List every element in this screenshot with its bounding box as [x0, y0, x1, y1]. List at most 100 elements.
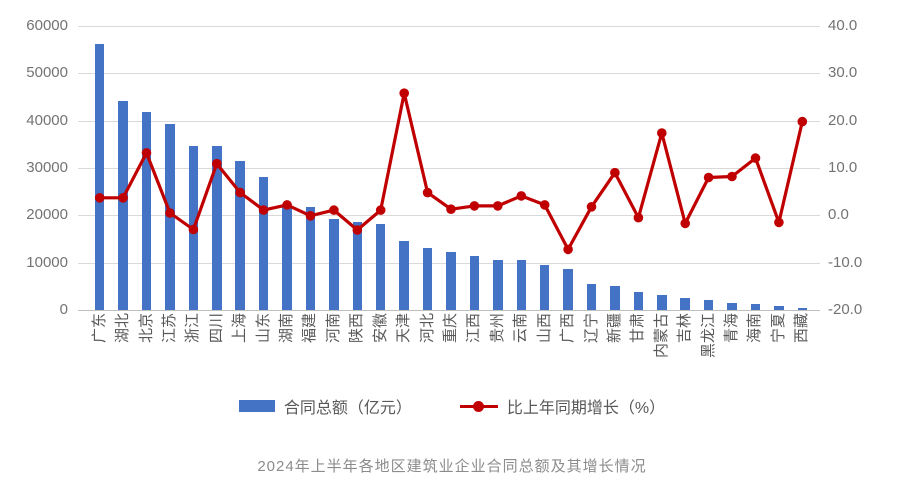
y-axis-left-tick: 30000 — [26, 159, 68, 176]
line-point: 陕西: -3.1 — [352, 225, 363, 235]
x-axis-label: 云南 — [512, 313, 530, 344]
line-point: 宁夏: -1.5 — [774, 217, 784, 228]
line-point: 青海: 8.2 — [727, 171, 737, 182]
line-point: 山东: 1.1 — [258, 205, 269, 215]
x-axis-label-cell: 浙江 — [182, 313, 205, 391]
x-axis-label: 内蒙古 — [652, 313, 670, 359]
line-point: 湖南: 2.2 — [282, 200, 292, 210]
legend-item-line: 比上年同期增长（%） — [459, 394, 665, 418]
x-axis-label-cell: 贵州 — [486, 313, 509, 391]
x-axis-label-cell: 福建 — [299, 313, 322, 391]
bar — [563, 268, 573, 310]
legend-label-bar: 合同总额（亿元） — [283, 400, 412, 417]
line-marker-icon — [459, 400, 498, 412]
line-point: 重庆: 1.3 — [446, 204, 456, 214]
y-axis-left-tick: 60000 — [26, 17, 68, 34]
x-axis-label-cell: 海南 — [744, 313, 767, 391]
x-axis-label-cell: 湖北 — [111, 313, 134, 391]
line-point: 浙江: -3 — [188, 224, 199, 235]
line-point: 广东: 3.7 — [94, 193, 105, 203]
x-axis-label-cell: 陕西 — [346, 313, 369, 391]
line-point: 四川: 10.9 — [212, 158, 222, 169]
line-point: 吉林: -1.7 — [680, 218, 690, 229]
y-axis-right-tick: 10.0 — [828, 159, 858, 176]
x-axis-label: 宁夏 — [769, 313, 787, 344]
x-axis-label: 甘肃 — [629, 313, 647, 344]
bar — [305, 206, 316, 310]
x-axis-label-cell: 安徽 — [369, 313, 392, 391]
y-axis-right-tick: -10.0 — [828, 253, 863, 271]
x-axis-label: 上海 — [231, 313, 249, 344]
x-axis-label: 湖北 — [114, 313, 132, 344]
x-axis-label-cell: 云南 — [510, 313, 533, 391]
bar — [282, 205, 292, 310]
y-axis-left-tick: 50000 — [26, 64, 68, 82]
x-axis-label: 广东 — [90, 313, 108, 344]
x-axis-label-cell: 辽宁 — [580, 313, 603, 391]
y-axis-left-tick: 0 — [59, 301, 68, 318]
y-axis-right-tick: 30.0 — [828, 64, 858, 82]
x-axis-label-cell: 江苏 — [158, 313, 181, 391]
line-point: 天津: 25.8 — [399, 88, 410, 98]
x-axis-label: 北京 — [137, 313, 155, 344]
x-axis-label: 河南 — [324, 313, 342, 344]
plot-area: 广东: 3.7 湖北: 3.7 北京: 13.2 江苏: 0.5 浙江: -3 四川: 1… — [78, 26, 820, 311]
gridline — [78, 310, 820, 311]
y-axis-left-tick: 10000 — [26, 253, 68, 271]
line-point: 安徽: 1.1 — [375, 205, 386, 215]
x-axis-label-cell: 广东 — [88, 313, 111, 391]
x-axis-label-cell: 内蒙古 — [650, 313, 673, 391]
x-axis-label-cell: 河北 — [416, 313, 439, 391]
line-point: 甘肃: -0.5 — [633, 212, 644, 223]
y-axis-left-tick: 20000 — [26, 206, 68, 224]
bar — [375, 223, 386, 310]
bar — [680, 297, 690, 310]
x-axis-label-cell: 湖南 — [275, 313, 298, 391]
bar — [329, 218, 339, 310]
y-axis-right: -20.0 -10.0 0.0 10.0 20.0 30.0 40.0 — [828, 17, 902, 318]
x-axis-label-cell: 山西 — [533, 313, 556, 391]
bar — [633, 291, 644, 310]
bar — [610, 286, 620, 310]
x-axis-label-cell: 甘肃 — [627, 313, 650, 391]
line-point: 云南: 4.1 — [516, 191, 527, 201]
legend: 合同总额（亿元） 比上年同期增长（%） — [0, 394, 904, 418]
bar — [446, 252, 456, 310]
x-axis-label-cell: 宁夏 — [767, 313, 790, 391]
legend-item-bar: 合同总额（亿元） — [238, 394, 412, 418]
x-axis-label: 河北 — [418, 313, 436, 344]
gridline — [78, 120, 820, 122]
x-axis-label-cell: 青海 — [720, 313, 743, 391]
line-point: 江西: 2 — [469, 201, 480, 211]
bar — [797, 307, 808, 310]
bar — [258, 177, 269, 310]
x-axis-label-cell: 新疆 — [603, 313, 626, 391]
bar — [469, 256, 480, 310]
bar — [141, 112, 152, 310]
x-axis-label-cell: 江西 — [463, 313, 486, 391]
x-axis-label-cell: 山东 — [252, 313, 275, 391]
bar-swatch-icon — [238, 400, 275, 412]
x-axis-label: 贵州 — [488, 313, 506, 344]
bar — [657, 295, 667, 310]
bar — [727, 302, 737, 310]
y-axis-right-tick: 0.0 — [828, 206, 849, 224]
x-axis-label-cell: 上海 — [229, 313, 252, 391]
line-point: 西藏: 19.8 — [797, 116, 808, 127]
y-axis-right-tick: 20.0 — [828, 111, 858, 129]
bar — [586, 283, 597, 310]
bar — [774, 306, 784, 310]
y-axis-left: 0 10000 20000 30000 40000 50000 60000 — [0, 17, 68, 318]
gridline — [78, 26, 820, 27]
x-axis-label: 新疆 — [605, 313, 623, 344]
line-point: 湖北: 3.7 — [118, 193, 128, 203]
x-axis-label-cell: 重庆 — [439, 313, 462, 391]
x-axis-label: 四川 — [207, 313, 225, 344]
bar — [539, 264, 550, 310]
line-point: 江苏: 0.5 — [165, 208, 175, 218]
y-axis-left-tick: 40000 — [26, 111, 68, 129]
bar — [516, 260, 526, 310]
gridline — [78, 73, 820, 75]
line-point: 上海: 4.8 — [235, 187, 245, 198]
line-point: 河北: 4.8 — [422, 187, 433, 198]
